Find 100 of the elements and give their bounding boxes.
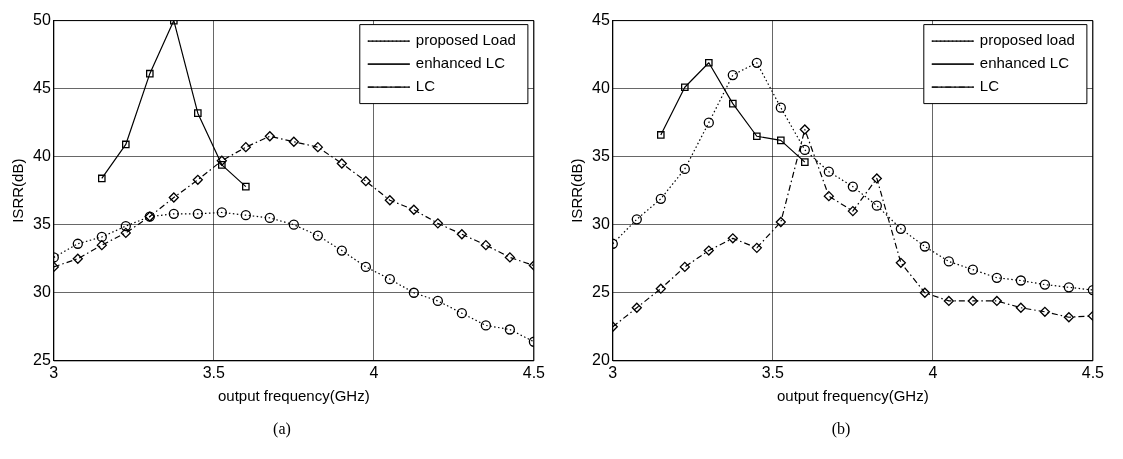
point bbox=[801, 158, 809, 166]
point bbox=[264, 131, 275, 142]
point bbox=[655, 283, 666, 294]
point bbox=[288, 219, 299, 230]
point bbox=[656, 131, 665, 139]
point bbox=[751, 57, 762, 68]
point bbox=[432, 218, 444, 229]
point bbox=[480, 239, 492, 251]
y-tick-label: 45 bbox=[592, 11, 610, 29]
point bbox=[192, 208, 203, 219]
point bbox=[967, 264, 979, 275]
legend-label: LC bbox=[415, 77, 436, 95]
point bbox=[72, 238, 83, 249]
point bbox=[991, 272, 1003, 283]
point bbox=[704, 58, 713, 67]
point bbox=[943, 295, 954, 307]
x-tick-label: 3.5 bbox=[761, 363, 785, 381]
point bbox=[96, 231, 107, 243]
point bbox=[799, 124, 810, 135]
legend-label: proposed load bbox=[979, 31, 1075, 49]
point bbox=[193, 109, 202, 117]
point bbox=[752, 132, 761, 141]
point bbox=[336, 158, 347, 169]
point bbox=[871, 173, 882, 184]
x-tick-label: 4 bbox=[928, 363, 938, 381]
point bbox=[679, 261, 690, 273]
point bbox=[1015, 302, 1027, 313]
x-tick-label: 3.5 bbox=[202, 363, 226, 381]
y-tick-label: 45 bbox=[33, 79, 51, 97]
point bbox=[264, 212, 275, 224]
y-axis-title: ISRR(dB) bbox=[9, 158, 27, 223]
point bbox=[408, 287, 420, 298]
point bbox=[943, 256, 954, 267]
point bbox=[823, 166, 834, 177]
y-tick-label: 50 bbox=[33, 11, 51, 29]
point bbox=[967, 295, 979, 307]
point bbox=[871, 200, 882, 211]
point bbox=[799, 144, 810, 156]
point bbox=[312, 230, 323, 241]
x-tick-label: 4.5 bbox=[522, 363, 546, 381]
point bbox=[97, 174, 106, 183]
point bbox=[1039, 306, 1051, 317]
point bbox=[120, 227, 131, 239]
y-tick-label: 35 bbox=[592, 147, 610, 165]
point bbox=[145, 69, 154, 78]
point bbox=[240, 142, 251, 153]
legend-label: enhanced LC bbox=[979, 54, 1070, 72]
point bbox=[775, 216, 786, 228]
point bbox=[751, 242, 762, 253]
legend-label: proposed Load bbox=[415, 31, 516, 49]
point bbox=[703, 245, 714, 256]
point bbox=[727, 69, 738, 81]
point bbox=[120, 220, 131, 232]
x-tick-label: 3 bbox=[49, 363, 59, 381]
point bbox=[240, 210, 251, 221]
point bbox=[168, 208, 179, 219]
point bbox=[121, 140, 130, 149]
x-tick-label: 4 bbox=[369, 363, 379, 381]
point bbox=[288, 136, 299, 147]
point bbox=[895, 257, 906, 268]
point bbox=[1039, 279, 1051, 290]
y-tick-label: 25 bbox=[592, 283, 610, 301]
point bbox=[242, 182, 250, 191]
point bbox=[728, 99, 737, 108]
x-tick-label: 4.5 bbox=[1081, 363, 1105, 381]
point bbox=[504, 324, 516, 335]
point bbox=[1063, 312, 1075, 323]
point bbox=[823, 190, 834, 202]
point bbox=[384, 195, 395, 206]
point bbox=[679, 163, 690, 175]
point bbox=[775, 102, 786, 113]
point bbox=[192, 174, 203, 185]
text: (b) bbox=[830, 420, 852, 438]
x-tick-label: 3 bbox=[608, 363, 618, 381]
point bbox=[456, 308, 468, 319]
point bbox=[847, 205, 858, 217]
point bbox=[919, 241, 930, 252]
point bbox=[456, 229, 468, 240]
point bbox=[1015, 275, 1027, 286]
point bbox=[991, 295, 1003, 307]
point bbox=[655, 193, 666, 205]
y-tick-label: 30 bbox=[592, 215, 610, 233]
point bbox=[727, 233, 738, 244]
point bbox=[216, 155, 227, 166]
point bbox=[168, 192, 179, 203]
point bbox=[216, 207, 227, 218]
y-tick-label: 25 bbox=[33, 351, 51, 369]
point bbox=[432, 295, 444, 307]
point bbox=[631, 302, 642, 313]
point bbox=[360, 176, 371, 187]
y-tick-label: 40 bbox=[33, 147, 51, 165]
point bbox=[384, 274, 395, 285]
y-tick-label: 30 bbox=[33, 283, 51, 301]
x-axis-title: output frequency(GHz) bbox=[217, 387, 370, 405]
legend-label: enhanced LC bbox=[415, 54, 506, 72]
point bbox=[919, 287, 930, 298]
point bbox=[480, 320, 492, 331]
y-tick-label: 35 bbox=[33, 215, 51, 233]
point bbox=[776, 136, 785, 145]
point bbox=[895, 223, 906, 234]
